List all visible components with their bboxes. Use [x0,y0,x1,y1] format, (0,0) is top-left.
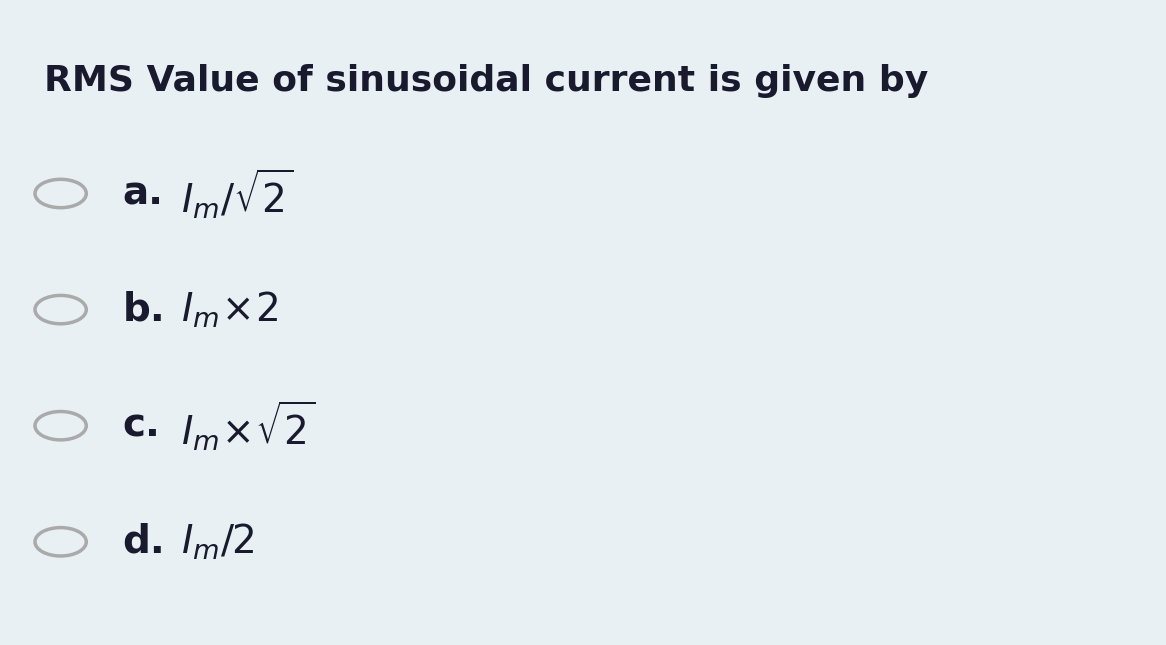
Text: $I_m\!\times\!2$: $I_m\!\times\!2$ [181,290,278,330]
Text: RMS Value of sinusoidal current is given by: RMS Value of sinusoidal current is given… [44,64,928,99]
Text: c.: c. [122,407,160,444]
Text: $I_m/\sqrt{2}$: $I_m/\sqrt{2}$ [181,166,293,221]
Text: b.: b. [122,291,166,328]
Text: $I_m\!\times\!\sqrt{2}$: $I_m\!\times\!\sqrt{2}$ [181,399,315,453]
Text: $I_m/2$: $I_m/2$ [181,522,254,562]
Text: a.: a. [122,175,163,212]
Text: d.: d. [122,523,166,561]
